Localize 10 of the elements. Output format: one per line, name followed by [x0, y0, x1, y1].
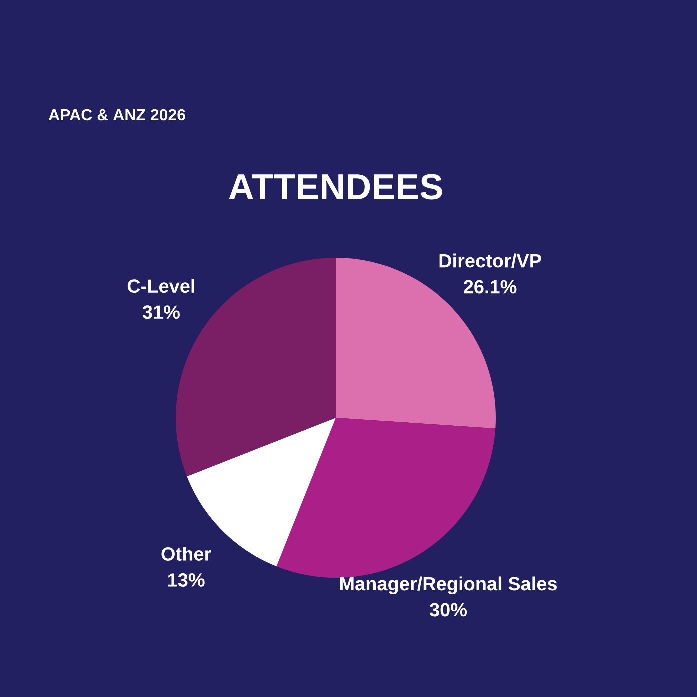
slice-label: Other [162, 546, 212, 561]
data-label: 30% [430, 603, 468, 617]
chart-title: ATTENDEES [229, 174, 442, 200]
data-label: 13% [168, 574, 205, 587]
slice-label: C-Level [128, 279, 194, 294]
data-label: 26.1% [464, 280, 517, 294]
slice-label: Director/VP [440, 254, 542, 268]
chart-subtitle: APAC & ANZ 2026 [48, 109, 186, 121]
data-label: 31% [142, 306, 180, 320]
slice-label: Manager/Regional Sales [340, 576, 558, 595]
